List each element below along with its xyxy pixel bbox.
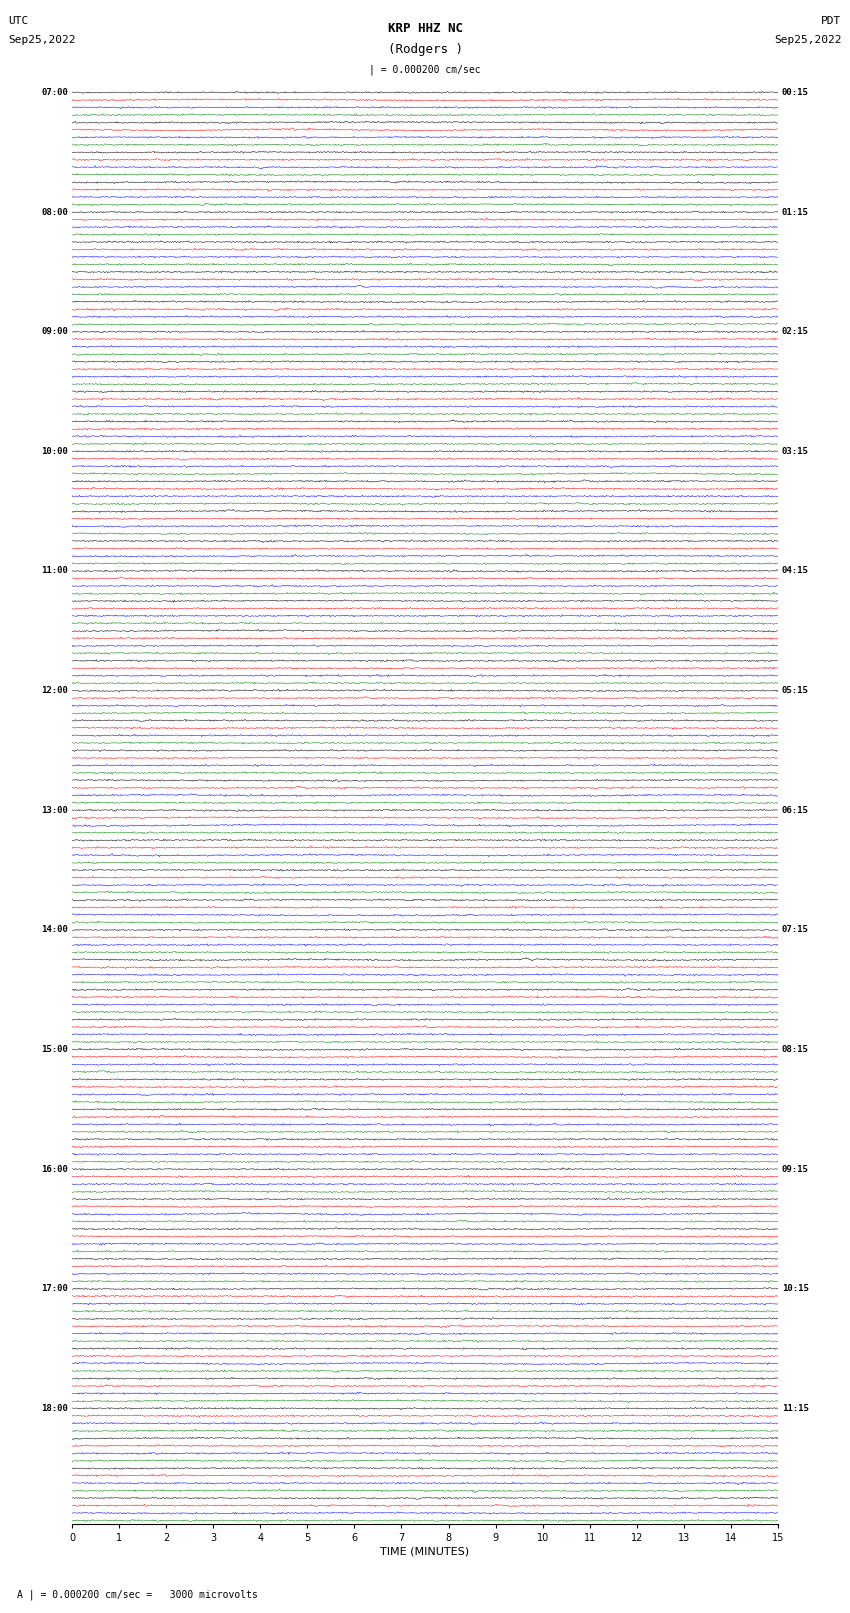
Text: Sep25,2022: Sep25,2022 <box>8 35 76 45</box>
Text: 07:15: 07:15 <box>782 926 809 934</box>
Text: 11:15: 11:15 <box>782 1403 809 1413</box>
Text: 01:15: 01:15 <box>782 208 809 216</box>
Text: 18:00: 18:00 <box>41 1403 68 1413</box>
Text: (Rodgers ): (Rodgers ) <box>388 44 462 56</box>
Text: 06:15: 06:15 <box>782 806 809 815</box>
Text: 09:15: 09:15 <box>782 1165 809 1174</box>
Text: PDT: PDT <box>821 16 842 26</box>
Text: 00:15: 00:15 <box>782 89 809 97</box>
Text: A | = 0.000200 cm/sec =   3000 microvolts: A | = 0.000200 cm/sec = 3000 microvolts <box>17 1589 258 1600</box>
Text: 10:00: 10:00 <box>41 447 68 456</box>
X-axis label: TIME (MINUTES): TIME (MINUTES) <box>381 1547 469 1557</box>
Text: 07:00: 07:00 <box>41 89 68 97</box>
Text: 02:15: 02:15 <box>782 327 809 336</box>
Text: 13:00: 13:00 <box>41 806 68 815</box>
Text: 04:15: 04:15 <box>782 566 809 576</box>
Text: 09:00: 09:00 <box>41 327 68 336</box>
Text: 11:00: 11:00 <box>41 566 68 576</box>
Text: 08:15: 08:15 <box>782 1045 809 1053</box>
Text: 05:15: 05:15 <box>782 686 809 695</box>
Text: 16:00: 16:00 <box>41 1165 68 1174</box>
Text: 14:00: 14:00 <box>41 926 68 934</box>
Text: Sep25,2022: Sep25,2022 <box>774 35 842 45</box>
Text: 12:00: 12:00 <box>41 686 68 695</box>
Text: | = 0.000200 cm/sec: | = 0.000200 cm/sec <box>369 65 481 74</box>
Text: 03:15: 03:15 <box>782 447 809 456</box>
Text: 15:00: 15:00 <box>41 1045 68 1053</box>
Text: UTC: UTC <box>8 16 29 26</box>
Text: 08:00: 08:00 <box>41 208 68 216</box>
Text: 10:15: 10:15 <box>782 1284 809 1294</box>
Text: 17:00: 17:00 <box>41 1284 68 1294</box>
Text: KRP HHZ NC: KRP HHZ NC <box>388 23 462 35</box>
